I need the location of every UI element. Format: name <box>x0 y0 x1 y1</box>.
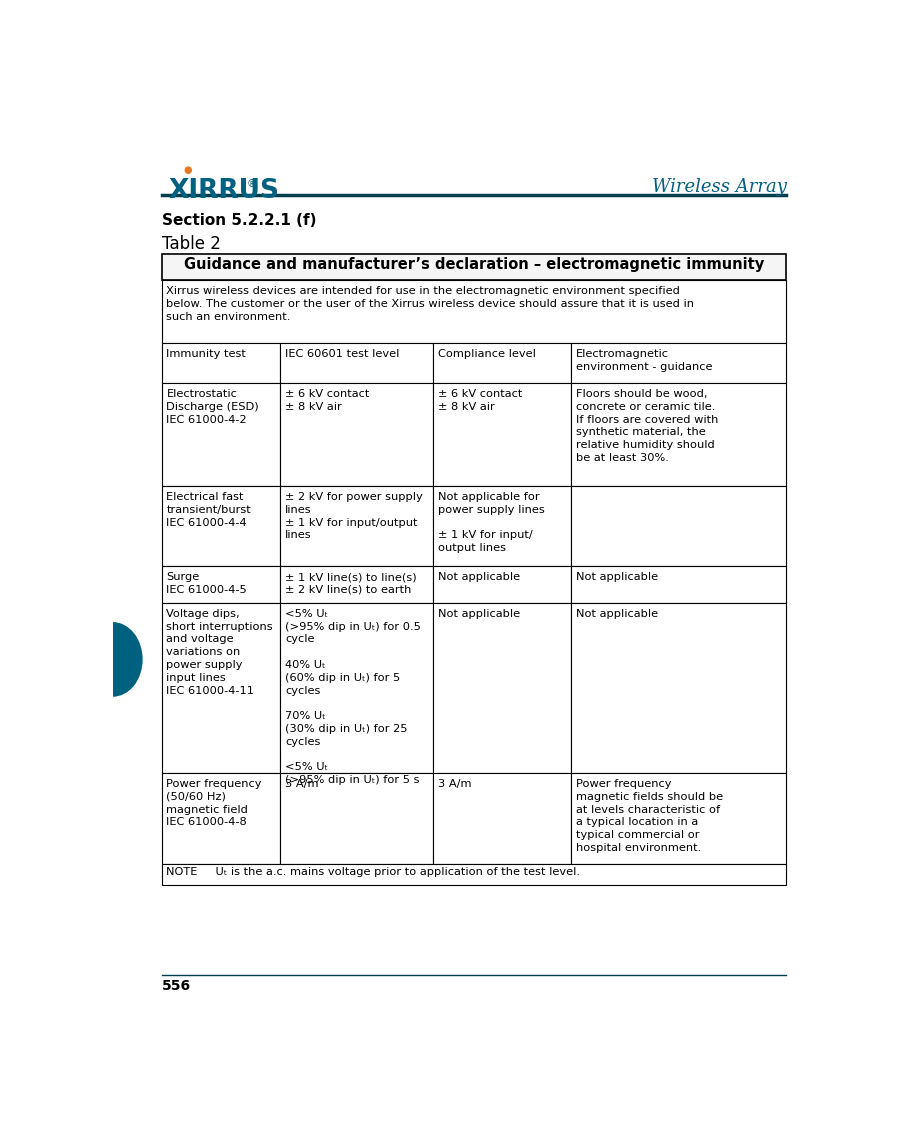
Bar <box>161 486 280 566</box>
Text: Electrical fast
transient/burst
IEC 61000-4-4: Electrical fast transient/burst IEC 6100… <box>167 492 251 528</box>
Bar <box>433 342 571 383</box>
Text: Compliance level: Compliance level <box>438 349 536 359</box>
Text: ± 2 kV for power supply
lines
± 1 kV for input/output
lines: ± 2 kV for power supply lines ± 1 kV for… <box>285 492 423 540</box>
Text: Floors should be wood,
concrete or ceramic tile.
If floors are covered with
synt: Floors should be wood, concrete or ceram… <box>576 389 718 463</box>
Text: NOTE     Uₜ is the a.c. mains voltage prior to application of the test level.: NOTE Uₜ is the a.c. mains voltage prior … <box>167 868 580 877</box>
Bar <box>161 254 787 280</box>
Text: XIRRUS: XIRRUS <box>168 178 279 204</box>
Bar <box>161 383 280 486</box>
Text: Table 2: Table 2 <box>161 236 221 254</box>
Bar <box>433 566 571 603</box>
Text: Immunity test: Immunity test <box>167 349 246 359</box>
Bar <box>433 383 571 486</box>
Text: ± 1 kV line(s) to line(s)
± 2 kV line(s) to earth: ± 1 kV line(s) to line(s) ± 2 kV line(s)… <box>285 572 417 595</box>
Text: Not applicable: Not applicable <box>576 572 658 582</box>
Text: Surge
IEC 61000-4-5: Surge IEC 61000-4-5 <box>167 572 247 595</box>
Text: Section 5.2.2.1 (f): Section 5.2.2.1 (f) <box>161 213 316 228</box>
Bar <box>280 773 433 864</box>
Text: Power frequency
magnetic fields should be
at levels characteristic of
a typical : Power frequency magnetic fields should b… <box>576 778 723 853</box>
Bar <box>571 566 787 603</box>
Text: ± 6 kV contact
± 8 kV air: ± 6 kV contact ± 8 kV air <box>438 389 523 411</box>
Bar <box>280 342 433 383</box>
Bar <box>280 603 433 773</box>
Text: Wireless Array: Wireless Array <box>651 178 787 196</box>
Bar <box>571 342 787 383</box>
Bar <box>433 773 571 864</box>
Text: IEC 60601 test level: IEC 60601 test level <box>285 349 399 359</box>
Bar <box>280 383 433 486</box>
Bar <box>161 603 280 773</box>
Bar <box>433 603 571 773</box>
Bar <box>161 864 787 885</box>
Bar <box>161 773 280 864</box>
Text: ®: ® <box>247 179 257 189</box>
Text: ± 6 kV contact
± 8 kV air: ± 6 kV contact ± 8 kV air <box>285 389 369 411</box>
Bar <box>571 383 787 486</box>
Text: Not applicable: Not applicable <box>576 608 658 619</box>
Text: Guidance and manufacturer’s declaration – electromagnetic immunity: Guidance and manufacturer’s declaration … <box>184 257 764 272</box>
Text: Electromagnetic
environment - guidance: Electromagnetic environment - guidance <box>576 349 712 372</box>
Bar <box>571 603 787 773</box>
Text: Not applicable for
power supply lines

± 1 kV for input/
output lines: Not applicable for power supply lines ± … <box>438 492 545 553</box>
Bar <box>161 342 280 383</box>
Bar <box>571 773 787 864</box>
Text: 3 A/m: 3 A/m <box>285 778 319 789</box>
Bar <box>571 486 787 566</box>
Text: ●: ● <box>183 165 192 176</box>
Text: Power frequency
(50/60 Hz)
magnetic field
IEC 61000-4-8: Power frequency (50/60 Hz) magnetic fiel… <box>167 778 262 827</box>
Text: 3 A/m: 3 A/m <box>438 778 472 789</box>
Text: Voltage dips,
short interruptions
and voltage
variations on
power supply
input l: Voltage dips, short interruptions and vo… <box>167 608 273 696</box>
Text: 556: 556 <box>161 979 191 993</box>
Bar <box>280 486 433 566</box>
Circle shape <box>83 623 142 696</box>
Bar <box>433 486 571 566</box>
Text: Electrostatic
Discharge (ESD)
IEC 61000-4-2: Electrostatic Discharge (ESD) IEC 61000-… <box>167 389 259 425</box>
Text: Not applicable: Not applicable <box>438 608 521 619</box>
Bar <box>161 566 280 603</box>
Bar <box>280 566 433 603</box>
Text: Not applicable: Not applicable <box>438 572 521 582</box>
Bar <box>161 280 787 342</box>
Text: Xirrus wireless devices are intended for use in the electromagnetic environment : Xirrus wireless devices are intended for… <box>167 286 695 322</box>
Text: <5% Uₜ
(>95% dip in Uₜ) for 0.5
cycle

40% Uₜ
(60% dip in Uₜ) for 5
cycles

70% : <5% Uₜ (>95% dip in Uₜ) for 0.5 cycle 40… <box>285 608 421 785</box>
